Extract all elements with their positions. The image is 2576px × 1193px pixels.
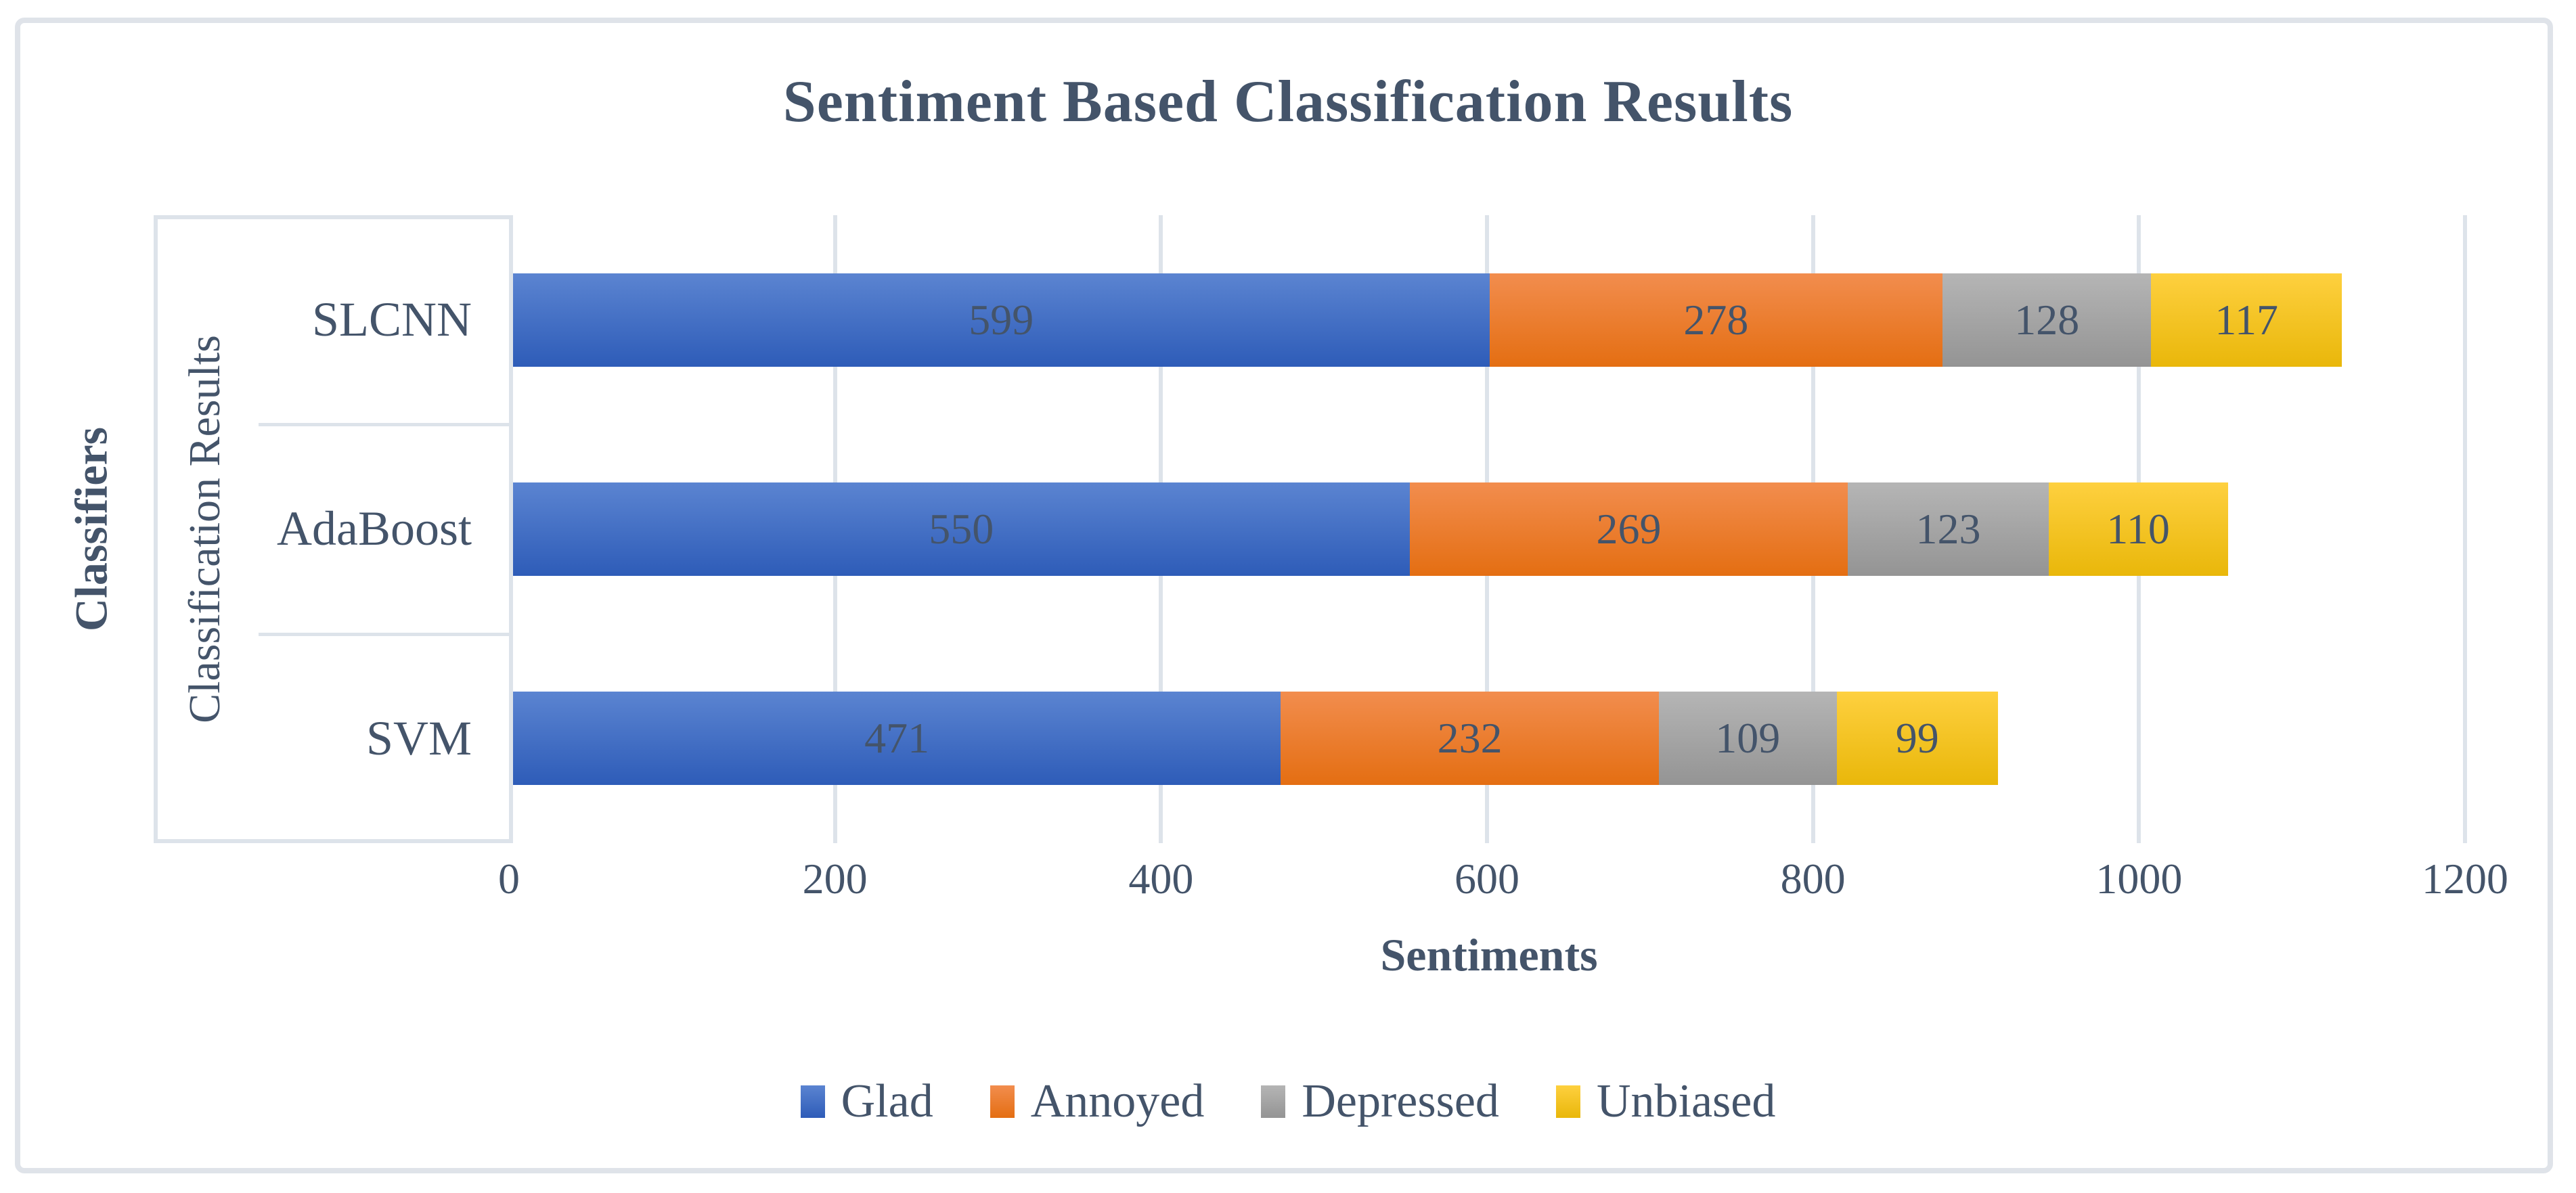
x-tick-label: 200 xyxy=(802,855,868,903)
legend-label: Annoyed xyxy=(1030,1075,1205,1127)
x-tick-label: 0 xyxy=(498,855,520,903)
data-label: 269 xyxy=(1596,504,1662,553)
bar-row: 550 269 123 110 xyxy=(513,424,2469,633)
bar-segment-depressed: 123 xyxy=(1848,482,2049,576)
category-divider-line xyxy=(259,632,513,636)
data-label: 278 xyxy=(1683,295,1749,344)
x-tick-label: 800 xyxy=(1780,855,1846,903)
data-label: 550 xyxy=(929,504,994,553)
category-label: SVM xyxy=(365,711,472,765)
legend-label: Depressed xyxy=(1302,1075,1499,1127)
data-label: 471 xyxy=(864,714,930,763)
category-group-label: Classification Results xyxy=(180,335,229,723)
x-tick-label: 600 xyxy=(1454,855,1519,903)
y-axis-title: Classifiers xyxy=(65,426,117,632)
axis-box-top-line xyxy=(154,215,513,219)
data-label: 109 xyxy=(1715,714,1781,763)
category-divider-line xyxy=(259,423,513,427)
bar-segment-unbiased: 99 xyxy=(1836,692,1998,786)
axis-box-left-line xyxy=(154,215,158,843)
bar-segment-unbiased: 110 xyxy=(2048,482,2228,576)
bar-row: 599 278 128 117 xyxy=(513,215,2469,424)
bar-segment-annoyed: 278 xyxy=(1489,273,1943,367)
gridline xyxy=(2463,215,2467,843)
legend-item: Unbiased xyxy=(1555,1075,1776,1129)
legend-item: Depressed xyxy=(1261,1075,1499,1129)
data-label: 99 xyxy=(1895,714,1939,763)
legend-swatch-icon xyxy=(1555,1085,1580,1118)
data-label: 110 xyxy=(2106,504,2170,553)
x-tick-label: 1000 xyxy=(2095,855,2183,903)
legend-swatch-icon xyxy=(990,1085,1015,1118)
data-label: 123 xyxy=(1915,504,1981,553)
bar-segment-unbiased: 117 xyxy=(2151,273,2342,367)
value-axis-line xyxy=(509,215,513,843)
x-axis-title: Sentiments xyxy=(1380,929,1598,981)
axis-box-bottom-line xyxy=(154,839,513,843)
legend-swatch-icon xyxy=(800,1085,825,1118)
legend-item: Annoyed xyxy=(990,1075,1205,1129)
category-label: AdaBoost xyxy=(277,501,472,556)
legend: Glad Annoyed Depressed Unbiased xyxy=(0,1075,2576,1129)
legend-label: Glad xyxy=(841,1075,933,1127)
x-tick-label: 400 xyxy=(1128,855,1194,903)
x-tick-label: 1200 xyxy=(2422,855,2508,903)
bar-segment-depressed: 109 xyxy=(1659,692,1837,786)
bar-row: 471 232 109 99 xyxy=(513,634,2469,843)
bar-segment-glad: 599 xyxy=(513,273,1490,367)
bar-segment-glad: 550 xyxy=(513,482,1410,576)
category-label: SLCNN xyxy=(311,292,472,347)
legend-item: Glad xyxy=(800,1075,933,1129)
data-label: 128 xyxy=(2014,295,2080,344)
data-label: 117 xyxy=(2215,295,2279,344)
chart-title: Sentiment Based Classification Results xyxy=(782,69,1794,135)
bar-segment-annoyed: 269 xyxy=(1409,482,1848,576)
bar-segment-annoyed: 232 xyxy=(1281,692,1660,786)
data-label: 599 xyxy=(969,295,1034,344)
legend-swatch-icon xyxy=(1261,1085,1286,1118)
data-label: 232 xyxy=(1437,714,1503,763)
chart-outer-border xyxy=(15,18,2553,1173)
legend-label: Unbiased xyxy=(1596,1075,1776,1127)
bar-segment-glad: 471 xyxy=(513,692,1281,786)
bar-segment-depressed: 128 xyxy=(1942,273,2152,367)
